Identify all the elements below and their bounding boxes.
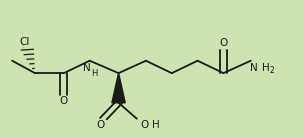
Text: O: O [96,120,105,130]
Text: H: H [91,69,97,78]
Text: O: O [219,38,228,48]
Text: O: O [60,96,68,106]
Text: 2: 2 [269,66,274,75]
Polygon shape [112,73,125,103]
Text: O: O [140,120,149,130]
Text: Cl: Cl [19,37,29,47]
Text: H: H [262,63,270,73]
Text: H: H [152,120,160,130]
Text: N: N [250,63,258,73]
Text: N: N [83,63,91,73]
